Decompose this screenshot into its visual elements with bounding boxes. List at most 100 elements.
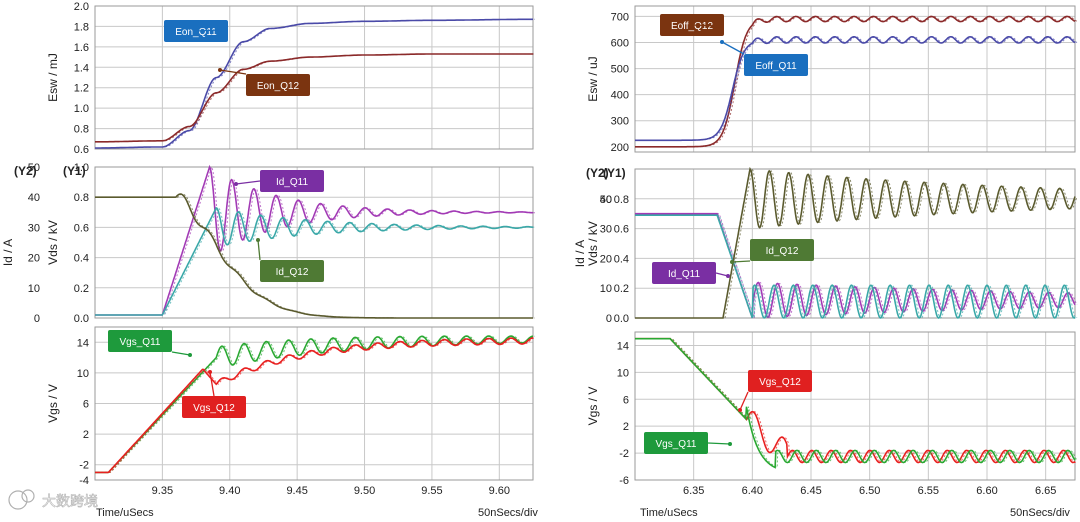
callout-label: Eon_Q12 bbox=[257, 81, 300, 92]
y2-tick-label: 40 bbox=[28, 192, 40, 204]
y2-tick-label: 10 bbox=[600, 283, 612, 295]
x-axis-label: Time/uSecs bbox=[640, 507, 698, 519]
y2-tick-label: 30 bbox=[28, 222, 40, 234]
y-axis-label: Vgs / V bbox=[586, 387, 600, 426]
callout-arrow bbox=[715, 272, 729, 277]
callout-box bbox=[108, 330, 172, 352]
turn-on-chart: 0.6 0.8 1.0 1.2 1.4 1.6 1.8 2.0 Esw / mJ Eon_Q11 E… bbox=[1, 1, 538, 519]
y2-tick-label: 50 bbox=[28, 162, 40, 174]
panel-frame bbox=[94, 326, 534, 481]
y-tick-label: 1.4 bbox=[74, 62, 89, 74]
y-axis-label: Vds / kV bbox=[46, 220, 60, 265]
series-vds-sim bbox=[637, 167, 1078, 319]
x-tick-label: 6.35 bbox=[683, 485, 704, 497]
y-tick-label: 0.0 bbox=[74, 313, 89, 325]
callout-id-q12: Id_Q12 bbox=[730, 239, 814, 264]
y2-tick-label: 0 bbox=[34, 313, 40, 325]
y-tick-label: 0.0 bbox=[614, 313, 629, 325]
y2-tick-label: 40 bbox=[600, 194, 612, 206]
y-tick-label: 0.4 bbox=[74, 253, 89, 265]
x-tick-label: 9.55 bbox=[421, 485, 442, 497]
x-tick-label: 9.60 bbox=[489, 485, 510, 497]
series-vgs-q11 bbox=[635, 337, 1076, 469]
series-id-q12-sim bbox=[97, 207, 536, 316]
x-axis-label: Time/uSecs bbox=[96, 507, 154, 519]
time-division-label: 50nSecs/div bbox=[1010, 507, 1070, 519]
callout-arrow-head bbox=[730, 260, 734, 264]
panel-2: -4 -2 2 6 10 14 Vgs / V Vgs_Q11 Vgs_Q12 bbox=[46, 326, 536, 487]
watermark: 大数跨境 bbox=[8, 489, 98, 510]
callout-box bbox=[744, 54, 808, 76]
series-vgs-q11-sim bbox=[637, 338, 1078, 469]
time-division-label: 50nSecs/div bbox=[478, 507, 538, 519]
callout-arrow-head bbox=[218, 68, 222, 72]
callout-arrow bbox=[219, 69, 247, 75]
callout-id-q11: Id_Q11 bbox=[652, 262, 730, 284]
panel-frame bbox=[634, 5, 1076, 153]
callout-arrow-head bbox=[720, 40, 724, 44]
callout-arrow-head bbox=[718, 24, 722, 28]
callout-id-q11: Id_Q11 bbox=[234, 170, 324, 192]
y-tick-label: 200 bbox=[611, 142, 629, 154]
y2-tick-label: 10 bbox=[28, 283, 40, 295]
callout-box bbox=[182, 396, 246, 418]
series-eon-q12-sim bbox=[97, 53, 535, 143]
callout-eoff-q12: Eoff_Q12 bbox=[660, 14, 724, 36]
callout-arrow bbox=[257, 239, 261, 261]
y-tick-label: 6 bbox=[83, 399, 89, 411]
callout-eon-q11: Eon_Q11 bbox=[164, 20, 228, 42]
callout-arrow bbox=[731, 260, 751, 263]
series-eoff-q11-sim bbox=[637, 36, 1078, 141]
series-id-q11-sim bbox=[97, 165, 535, 316]
x-tick-label: 9.40 bbox=[219, 485, 240, 497]
callout-arrow bbox=[739, 391, 749, 411]
watermark-logo-icon bbox=[8, 490, 28, 510]
y-tick-label: -2 bbox=[79, 460, 89, 472]
y2-tick-label: 0 bbox=[606, 313, 612, 325]
callout-arrow-head bbox=[234, 182, 238, 186]
callout-label: Id_Q12 bbox=[766, 246, 799, 257]
x-tick-label: 6.40 bbox=[742, 485, 763, 497]
series-eon-q11-sim bbox=[97, 18, 535, 149]
x-tick-label: 9.50 bbox=[354, 485, 375, 497]
panel-1: 0.0 0.2 0.4 0.6 0.8 1.0 0 10 20 30 40 50 Vds / kV Id … bbox=[1, 162, 536, 325]
y-tick-label: 6 bbox=[623, 394, 629, 406]
panel-frame bbox=[634, 331, 1076, 481]
callout-eoff-q11: Eoff_Q11 bbox=[720, 40, 808, 76]
y-tick-label: 0.2 bbox=[74, 283, 89, 295]
callout-box bbox=[644, 432, 708, 454]
y-tick-label: 300 bbox=[611, 116, 629, 128]
y2-tick-label: 30 bbox=[600, 224, 612, 236]
y-tick-label: -4 bbox=[79, 475, 89, 487]
callout-vgs-q12: Vgs_Q12 bbox=[738, 370, 812, 412]
y-tick-label: 1.0 bbox=[74, 103, 89, 115]
y-tick-label: 0.8 bbox=[74, 124, 89, 136]
callout-arrow-head bbox=[218, 28, 222, 32]
x-tick-label: 6.60 bbox=[976, 485, 997, 497]
series-eoff-q11 bbox=[635, 35, 1076, 142]
callout-vgs-q12: Vgs_Q12 bbox=[182, 370, 246, 418]
callout-eon-q12: Eon_Q12 bbox=[218, 68, 310, 96]
y-tick-label: 1.6 bbox=[74, 42, 89, 54]
panel-0: 0.6 0.8 1.0 1.2 1.4 1.6 1.8 2.0 Esw / mJ Eon_Q11 E… bbox=[46, 1, 535, 156]
panel-frame bbox=[94, 5, 534, 150]
y2-axis-label: Id / A bbox=[573, 240, 587, 267]
callout-vgs-q11: Vgs_Q11 bbox=[108, 330, 192, 357]
panel-0: 200 300 400 500 600 700 Esw / uJ Eoff_Q12 Eoff_Q… bbox=[586, 5, 1078, 154]
series-eoff-q12-sim bbox=[637, 15, 1078, 148]
y-axis-label: Vgs / V bbox=[46, 384, 60, 423]
callout-box bbox=[750, 239, 814, 261]
y-tick-label: 2 bbox=[623, 421, 629, 433]
callout-arrow-head bbox=[208, 370, 212, 374]
axis-tag-y1: (Y1) bbox=[63, 164, 86, 178]
callout-arrow bbox=[209, 371, 215, 397]
series-id-q11-sim bbox=[637, 213, 1078, 319]
callout-arrow-head bbox=[256, 238, 260, 242]
callout-arrow bbox=[171, 351, 191, 356]
y-tick-label: 0.6 bbox=[74, 222, 89, 234]
x-tick-label: 6.55 bbox=[918, 485, 939, 497]
x-tick-label: 6.45 bbox=[800, 485, 821, 497]
y2-axis-label: Id / A bbox=[1, 239, 15, 266]
callout-arrow-head bbox=[188, 353, 192, 357]
